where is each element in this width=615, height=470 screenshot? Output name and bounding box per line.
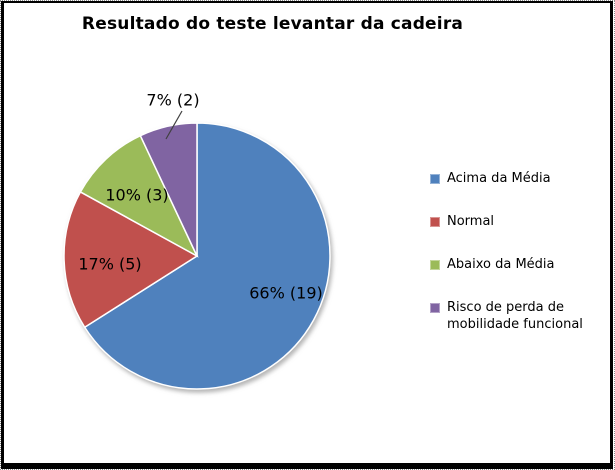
legend-swatch-icon bbox=[430, 303, 440, 313]
leader-line bbox=[165, 110, 183, 140]
slice-label-risco: 7% (2) bbox=[146, 90, 200, 110]
legend-label: Normal bbox=[447, 214, 495, 229]
legend-label: Acima da Média bbox=[447, 171, 551, 186]
pie-slice-4[interactable] bbox=[139, 122, 198, 257]
legend-label: Risco de perda de mobilidade funcional bbox=[447, 300, 583, 332]
legend-swatch-icon bbox=[430, 260, 440, 270]
legend: Acima da Média Normal Abaixo da Média Ri… bbox=[430, 170, 598, 359]
legend-item-abaixo-da-media[interactable]: Abaixo da Média bbox=[430, 256, 598, 273]
chart-title: Resultado do teste levantar da cadeira bbox=[81, 14, 464, 34]
pie-slice-3[interactable] bbox=[79, 134, 199, 258]
legend-label: Abaixo da Média bbox=[447, 257, 555, 272]
legend-item-normal[interactable]: Normal bbox=[430, 213, 598, 230]
legend-item-risco[interactable]: Risco de perda de mobilidade funcional bbox=[430, 299, 598, 333]
slice-label-normal: 17% (5) bbox=[78, 254, 142, 274]
legend-swatch-icon bbox=[430, 217, 440, 227]
pie-slice-1[interactable] bbox=[83, 122, 331, 390]
slice-label-abaixo-da-media: 10% (3) bbox=[105, 185, 169, 205]
legend-swatch-icon bbox=[430, 174, 440, 184]
legend-item-acima-da-media[interactable]: Acima da Média bbox=[430, 170, 598, 187]
pie-slice-2[interactable] bbox=[63, 190, 199, 329]
slice-label-acima-da-media: 66% (19) bbox=[249, 283, 323, 303]
